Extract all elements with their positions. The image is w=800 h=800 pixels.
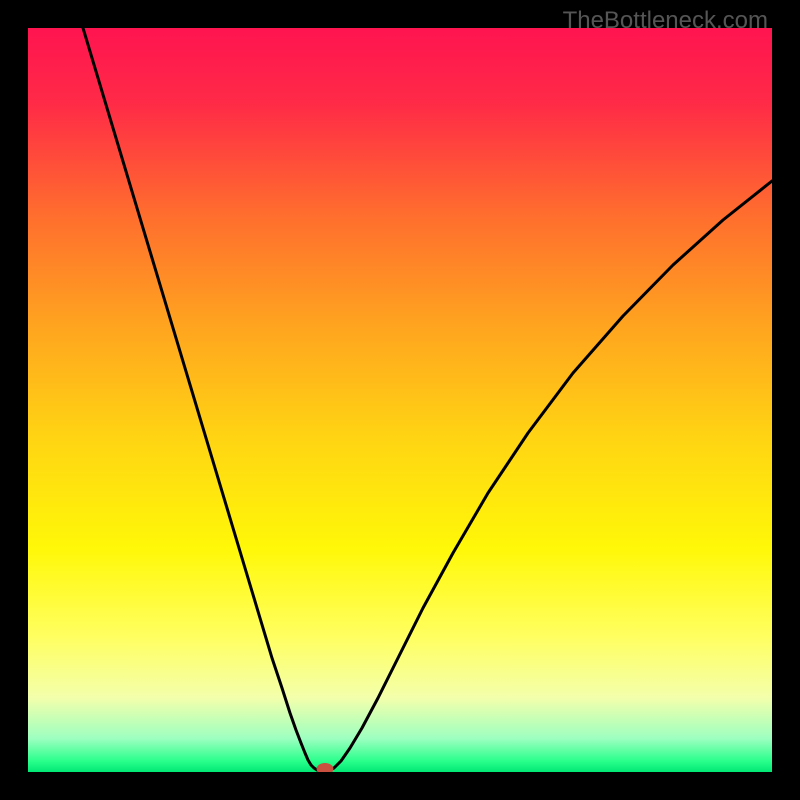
bottleneck-curve (83, 28, 772, 772)
marker-dot (317, 763, 334, 772)
watermark-text: TheBottleneck.com (563, 7, 768, 35)
curve-layer (28, 28, 772, 772)
plot-area (28, 28, 772, 772)
chart-frame: TheBottleneck.com (0, 0, 800, 800)
